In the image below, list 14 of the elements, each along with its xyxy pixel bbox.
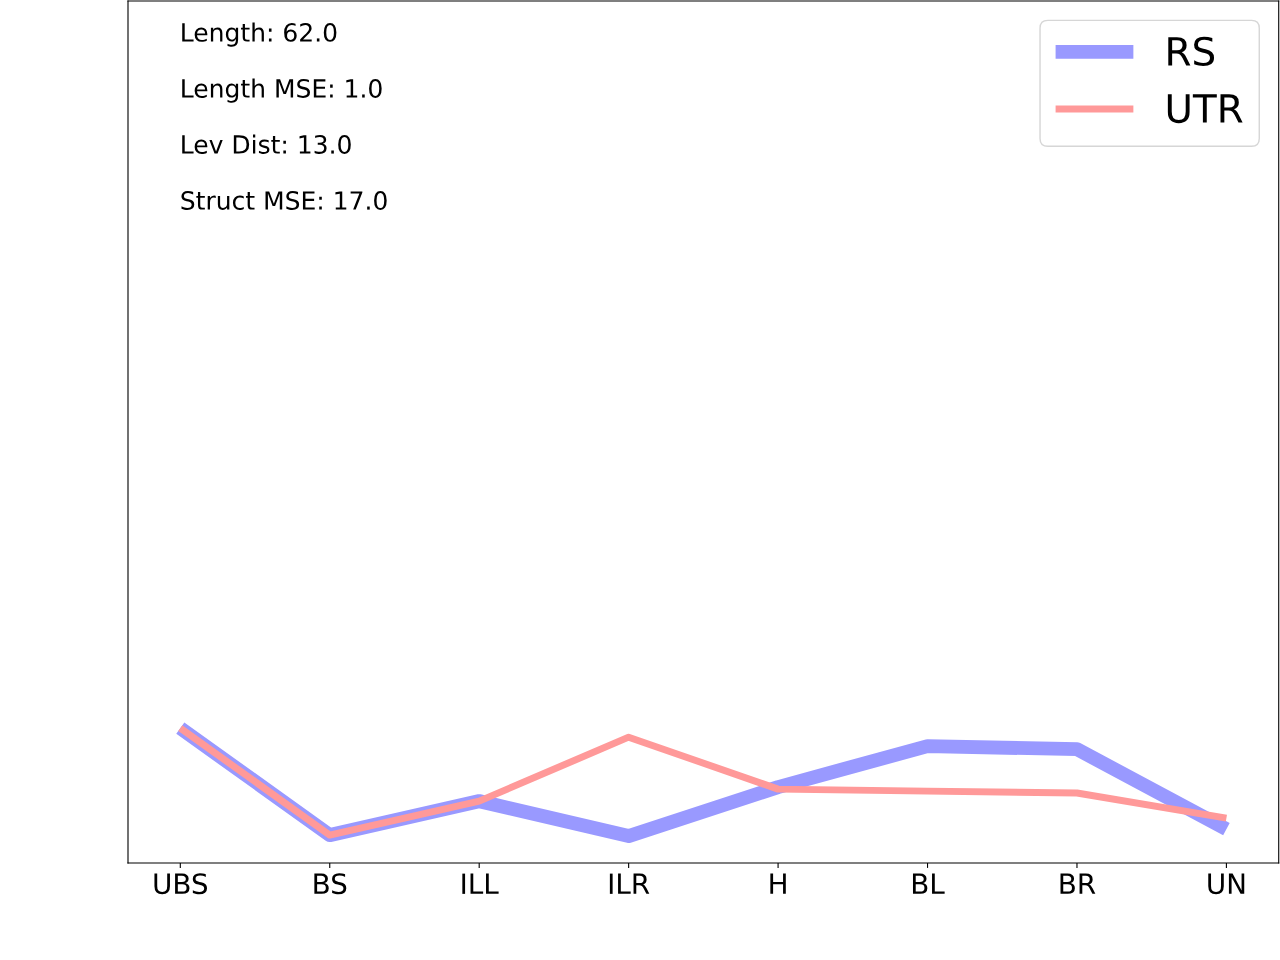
text: Length: 62.0 xyxy=(182,22,337,47)
legend-label: UTR xyxy=(1167,94,1243,124)
text: Lev Dist: 13.0 xyxy=(182,134,351,154)
text: Length MSE: 1.0 xyxy=(182,78,382,103)
x-tick-label: BR xyxy=(1060,873,1096,894)
x-tick-label: H xyxy=(770,873,786,894)
x-tick-label: BS xyxy=(314,873,347,895)
x-tick-label: UN xyxy=(1208,873,1245,895)
x-tick-label: ILR xyxy=(609,873,650,894)
legend-label: RS xyxy=(1168,36,1215,67)
x-tick-label: UBS xyxy=(154,873,208,895)
x-tick-label: ILL xyxy=(462,873,499,894)
text: Struct MSE: 17.0 xyxy=(181,191,387,210)
x-tick-label: BL xyxy=(912,873,945,894)
